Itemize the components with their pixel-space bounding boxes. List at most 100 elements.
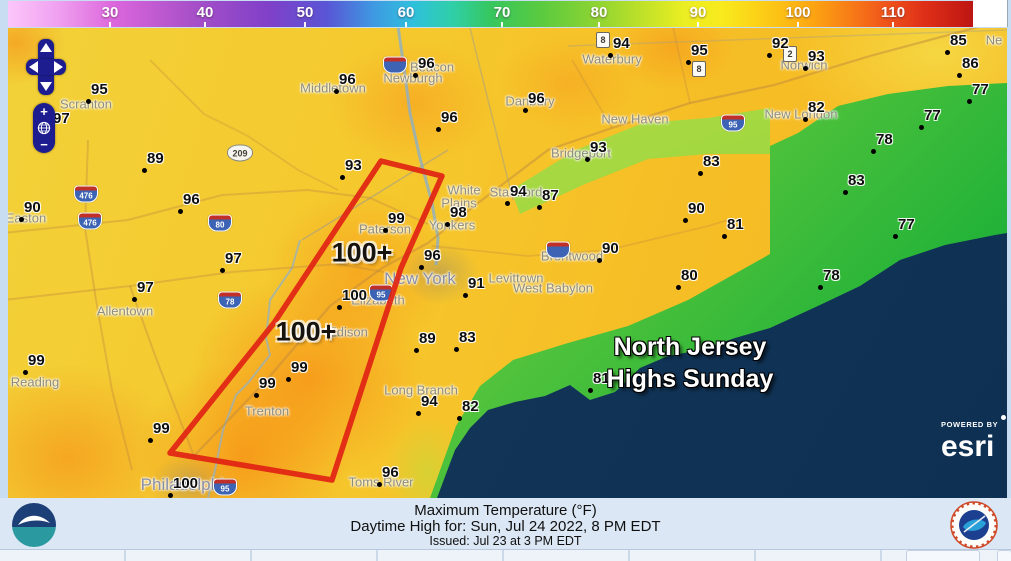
city-label: Ne — [985, 32, 1003, 48]
scale-tick-mark — [405, 22, 407, 27]
city-label: New London — [764, 106, 838, 122]
station-dot — [803, 66, 808, 71]
station-value: 96 — [382, 464, 399, 481]
station-value: 90 — [688, 200, 705, 217]
bottom-bar-button[interactable] — [997, 550, 1011, 561]
station-value: 77 — [972, 81, 989, 98]
footer-bar: Maximum Temperature (°F) Daytime High fo… — [0, 498, 1011, 549]
map-pan-control[interactable] — [26, 39, 66, 95]
city-label: Plains — [441, 195, 477, 211]
city-label: Scranton — [59, 96, 113, 112]
nws-seal-icon — [950, 501, 998, 549]
station-value: 96 — [339, 71, 356, 88]
station-value: 83 — [848, 172, 865, 189]
station-dot — [608, 53, 613, 58]
city-label: Trenton — [244, 403, 290, 419]
station-dot — [686, 60, 691, 65]
station-dot — [286, 377, 291, 382]
station-dot — [597, 258, 602, 263]
city-label: Easton — [8, 210, 47, 226]
station-dot — [463, 293, 468, 298]
station-dot — [445, 222, 450, 227]
route-shield: 95 — [369, 284, 393, 302]
station-dot — [337, 305, 342, 310]
station-value: 97 — [225, 250, 242, 267]
station-dot — [843, 190, 848, 195]
scale-tick-label: 70 — [493, 4, 511, 21]
station-value: 85 — [950, 32, 967, 49]
city-label: Beacon — [409, 59, 455, 75]
station-dot — [585, 157, 590, 162]
zoom-in-button[interactable]: + — [40, 104, 48, 119]
station-dot — [414, 348, 419, 353]
route-shield: 95 — [721, 114, 745, 132]
scale-tick-mark — [797, 22, 799, 27]
city-label: West Babylon — [513, 280, 593, 296]
station-value: 97 — [137, 279, 154, 296]
station-value: 99 — [291, 359, 308, 376]
station-dot — [416, 411, 421, 416]
station-value: 96 — [528, 90, 545, 107]
station-value: 89 — [419, 330, 436, 347]
station-dot — [676, 285, 681, 290]
route-shield: 78 — [218, 291, 242, 309]
station-value: 92 — [772, 35, 789, 52]
hot-area-label: 100+ — [275, 316, 337, 347]
scale-tick-label: 50 — [296, 4, 314, 21]
station-value: 96 — [441, 109, 458, 126]
station-value: 96 — [418, 55, 435, 72]
station-value: 94 — [421, 393, 438, 410]
route-shield: 2 — [783, 46, 797, 62]
zoom-out-button[interactable]: − — [40, 137, 48, 152]
station-dot — [683, 218, 688, 223]
globe-icon[interactable] — [37, 121, 51, 135]
station-dot — [537, 205, 542, 210]
scale-tick-mark — [204, 22, 206, 27]
station-value: 78 — [823, 267, 840, 284]
temperature-color-scale: 30 40 50 60 70 80 90 100 — [8, 1, 973, 27]
bottom-bar-button[interactable] — [906, 550, 980, 561]
map-canvas[interactable]: Scranton Middletown Beacon Newburgh Waterbur… — [8, 28, 1007, 498]
station-dot — [254, 393, 259, 398]
station-value: 77 — [924, 107, 941, 124]
city-label: Levittown — [488, 270, 544, 286]
pan-left-arrow-icon[interactable] — [29, 61, 38, 73]
bottom-toolbar-strip — [0, 549, 1011, 561]
scale-tick-mark — [598, 22, 600, 27]
station-dot — [588, 388, 593, 393]
route-shield: 8 — [692, 61, 706, 77]
pan-up-arrow-icon[interactable] — [40, 43, 52, 52]
station-value: 96 — [424, 247, 441, 264]
station-dot — [767, 53, 772, 58]
station-dot — [377, 482, 382, 487]
station-dot — [871, 149, 876, 154]
scale-tick-mark — [501, 22, 503, 27]
station-value: 93 — [345, 157, 362, 174]
esri-logo: POWERED BY esri — [941, 415, 1007, 463]
scale-end-corner — [973, 0, 1008, 27]
station-dot — [413, 73, 418, 78]
map-zoom-control[interactable]: + − — [33, 103, 55, 153]
route-shield: 8 — [596, 32, 610, 48]
annotation-line1: North Jersey — [613, 333, 767, 361]
scale-tick-label: 60 — [397, 4, 415, 21]
station-dot — [803, 117, 808, 122]
station-value: 90 — [24, 199, 41, 216]
station-dot — [919, 125, 924, 130]
station-value: 96 — [183, 191, 200, 208]
city-label: New York — [384, 269, 456, 288]
scale-tick-label: 40 — [196, 4, 214, 21]
station-value: 82 — [808, 99, 825, 116]
nws-logo — [950, 501, 998, 549]
station-dot — [19, 217, 24, 222]
station-dot — [220, 268, 225, 273]
powered-by-text: POWERED BY — [941, 420, 999, 429]
route-shield-number: 2 — [787, 49, 793, 59]
esri-brand-text: esri — [941, 430, 995, 463]
station-value: 100 — [342, 287, 368, 304]
station-value: 86 — [962, 55, 979, 72]
station-value: 81 — [593, 370, 610, 387]
annotation-line2: Highs Sunday — [606, 365, 774, 393]
pan-down-arrow-icon[interactable] — [40, 82, 52, 91]
pan-right-arrow-icon[interactable] — [54, 61, 63, 73]
